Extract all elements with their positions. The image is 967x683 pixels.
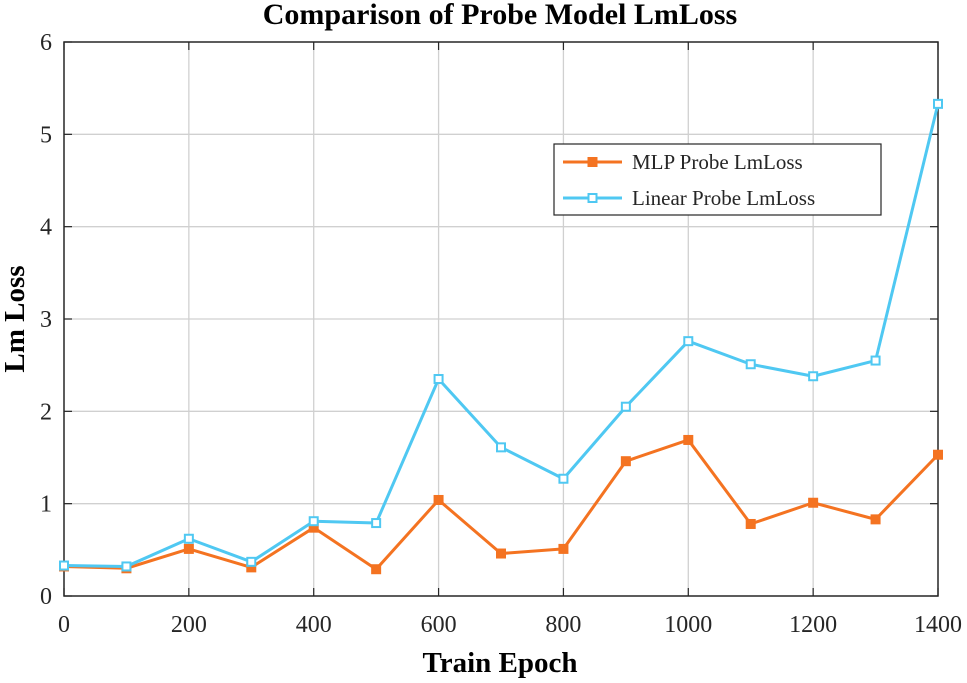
linear-probe-point bbox=[433, 374, 444, 385]
mlp-probe-point bbox=[808, 497, 819, 508]
x-tick-label: 200 bbox=[171, 612, 207, 638]
axis-ticks: 0 200 400 600 800 1000 1200 1400 0 1 2 3 4 5 6 bbox=[40, 30, 962, 638]
linear-probe-point bbox=[183, 533, 194, 544]
mlp-probe-point bbox=[745, 518, 756, 529]
y-tick-label: 6 bbox=[40, 30, 52, 56]
mlp-probe-series bbox=[59, 434, 943, 575]
y-axis-label: Lm Loss bbox=[0, 265, 31, 372]
linear-probe-legend-label: Linear Probe LmLoss bbox=[632, 186, 815, 210]
linear-probe-point bbox=[308, 516, 319, 527]
linear-probe-series bbox=[59, 98, 943, 572]
y-tick-label: 0 bbox=[40, 584, 52, 610]
chart-title: Comparison of Probe Model LmLoss bbox=[263, 0, 737, 31]
linear-probe-point bbox=[246, 556, 257, 567]
linear-probe-point bbox=[371, 518, 382, 529]
series-layer bbox=[59, 98, 943, 575]
mlp-probe-point bbox=[933, 449, 943, 460]
x-tick-label: 400 bbox=[296, 612, 332, 638]
mlp-probe-point bbox=[183, 543, 194, 554]
mlp-probe-point bbox=[683, 434, 694, 445]
mlp-probe-point bbox=[371, 564, 382, 575]
mlp-probe-legend-marker bbox=[587, 157, 598, 167]
mlp-probe-point bbox=[870, 514, 881, 525]
mlp-probe-point bbox=[496, 548, 506, 559]
linear-probe-point bbox=[933, 98, 943, 109]
y-tick-label: 2 bbox=[40, 399, 52, 425]
x-tick-label: 0 bbox=[58, 612, 70, 638]
x-tick-label: 600 bbox=[421, 612, 457, 638]
legend: MLP Probe LmLoss Linear Probe LmLoss bbox=[553, 143, 882, 216]
linear-probe-point bbox=[745, 359, 756, 370]
linear-probe-point bbox=[59, 560, 69, 571]
mlp-probe-point bbox=[433, 494, 444, 505]
linear-probe-point bbox=[558, 473, 569, 484]
y-tick-label: 3 bbox=[40, 307, 52, 333]
y-tick-label: 1 bbox=[40, 492, 52, 518]
linear-probe-point bbox=[870, 355, 881, 366]
x-axis-label: Train Epoch bbox=[423, 647, 578, 679]
legend-box bbox=[553, 143, 882, 216]
linear-probe-legend-marker bbox=[587, 193, 598, 203]
grid-lines bbox=[64, 42, 938, 596]
linear-probe-point bbox=[620, 401, 631, 412]
x-tick-label: 1400 bbox=[914, 612, 962, 638]
x-tick-label: 1000 bbox=[664, 612, 712, 638]
x-tick-label: 800 bbox=[545, 612, 581, 638]
linear-probe-point bbox=[683, 336, 694, 347]
mlp-probe-point bbox=[558, 543, 569, 554]
linear-probe-point bbox=[121, 561, 132, 572]
x-tick-label: 1200 bbox=[789, 612, 837, 638]
linear-probe-point bbox=[496, 442, 506, 453]
y-tick-label: 4 bbox=[40, 215, 52, 241]
mlp-probe-point bbox=[620, 456, 631, 467]
mlp-probe-legend-label: MLP Probe LmLoss bbox=[632, 150, 803, 174]
y-tick-label: 5 bbox=[40, 122, 52, 148]
linear-probe-point bbox=[808, 371, 819, 382]
